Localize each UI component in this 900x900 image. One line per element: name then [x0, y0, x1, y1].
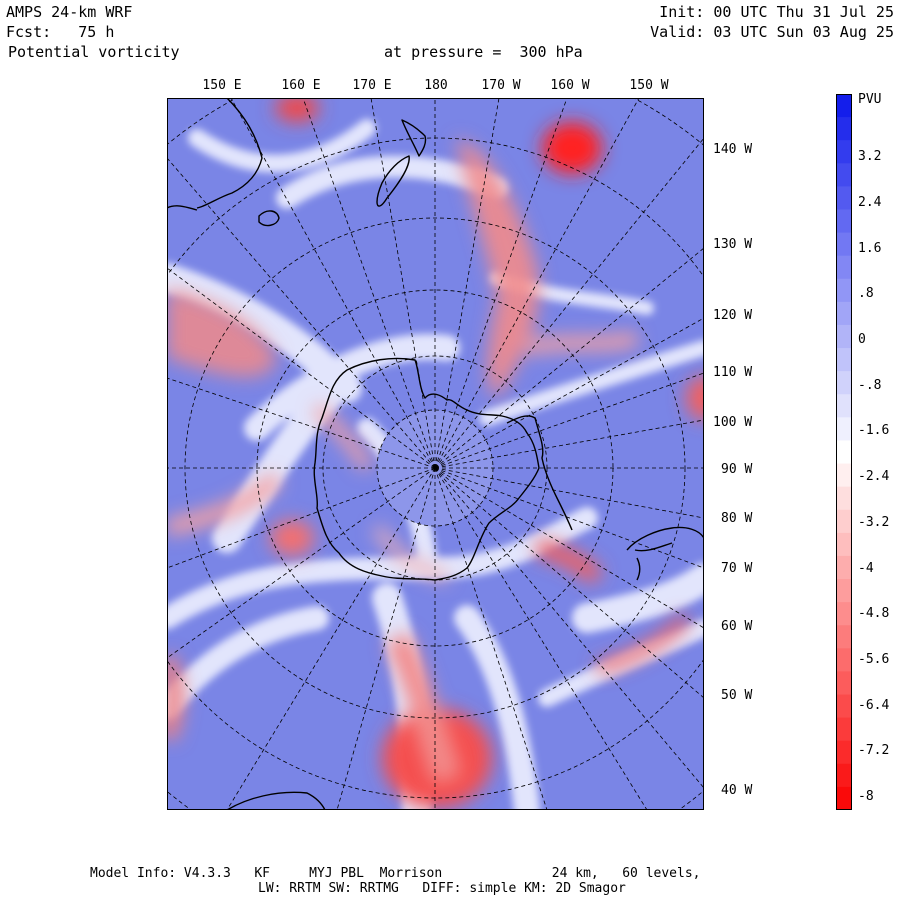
colorbar-tick-label: -5.6	[858, 652, 890, 667]
lon-label: 40 W	[721, 783, 753, 798]
model-info-line1: Model Info: V4.3.3 KF MYJ PBL Morrison 2…	[90, 866, 701, 881]
forecast-hour: Fcst: 75 h	[6, 23, 115, 41]
colorbar-cell	[836, 602, 852, 626]
colorbar-cell	[836, 740, 852, 765]
south-america-coast	[626, 526, 704, 581]
colorbar-tick-label: 1.6	[858, 241, 882, 256]
antarctica-coast	[313, 357, 540, 581]
colorbar-cell	[836, 717, 852, 742]
colorbar-cell	[836, 324, 852, 349]
colorbar-cell	[836, 371, 852, 395]
colorbar-cell	[836, 463, 852, 488]
colorbar-cell	[836, 186, 852, 210]
colorbar-tick-label: -7.2	[858, 743, 890, 758]
colorbar-cell	[836, 94, 852, 118]
colorbar-tick-label: -6.4	[858, 698, 890, 713]
colorbar-cell	[836, 763, 852, 788]
graticule-meridians	[167, 98, 704, 810]
lon-label: 150 E	[202, 78, 242, 93]
lon-label: 50 W	[721, 688, 753, 703]
colorbar-cell	[836, 786, 852, 810]
model-info-line2: LW: RRTM SW: RRTMG DIFF: simple KM: 2D S…	[258, 881, 626, 896]
colorbar-cell	[836, 486, 852, 511]
colorbar-tick-label: -8	[858, 789, 874, 804]
colorbar-cell	[836, 301, 852, 326]
new-zealand-north	[401, 119, 427, 157]
colorbar-cell	[836, 255, 852, 280]
lon-label: 90 W	[721, 462, 753, 477]
colorbar-tick-label: -4.8	[858, 606, 890, 621]
init-time: Init: 00 UTC Thu 31 Jul 25	[659, 3, 894, 21]
tasmania	[258, 210, 280, 227]
colorbar-cell	[836, 163, 852, 187]
colorbar-cell	[836, 648, 852, 672]
valid-time: Valid: 03 UTC Sun 03 Aug 25	[650, 23, 894, 41]
lon-label: 170 E	[352, 78, 392, 93]
pv-red-features	[167, 98, 704, 808]
model-title: AMPS 24-km WRF	[6, 3, 133, 21]
colorbar-tick-label: .8	[858, 286, 874, 301]
colorbar-tick-label: 0	[858, 332, 866, 347]
pv-map	[167, 98, 704, 810]
coastlines	[167, 98, 704, 810]
pv-colorbar	[836, 94, 852, 810]
colorbar-tick-label: -4	[858, 561, 874, 576]
lon-label: 100 W	[713, 415, 753, 430]
lon-label: 160 E	[281, 78, 321, 93]
new-zealand-south	[376, 155, 410, 207]
colorbar-tick-label: -2.4	[858, 469, 890, 484]
lon-label: 60 W	[721, 619, 753, 634]
colorbar-cell	[836, 625, 852, 649]
colorbar-cell	[836, 579, 852, 603]
colorbar-cell	[836, 555, 852, 580]
colorbar-cell	[836, 232, 852, 257]
antarctic-peninsula	[506, 415, 573, 531]
colorbar-cell	[836, 394, 852, 418]
colorbar-cell	[836, 140, 852, 164]
lon-label: 120 W	[713, 308, 753, 323]
lon-label: 130 W	[713, 237, 753, 252]
pressure-level: at pressure = 300 hPa	[384, 43, 583, 61]
colorbar-cell	[836, 209, 852, 234]
colorbar-tick-label: 2.4	[858, 195, 882, 210]
colorbar-unit: PVU	[858, 92, 882, 107]
colorbar-tick-label: -1.6	[858, 423, 890, 438]
lon-label: 80 W	[721, 511, 753, 526]
lon-label: 140 W	[713, 142, 753, 157]
lon-label: 150 W	[629, 78, 669, 93]
colorbar-tick-label: 3.2	[858, 149, 882, 164]
lon-label: 110 W	[713, 365, 753, 380]
colorbar-tick-label: -.8	[858, 378, 882, 393]
lon-label: 170 W	[481, 78, 521, 93]
colorbar-cell	[836, 348, 852, 372]
colorbar-cell	[836, 509, 852, 534]
lon-label: 70 W	[721, 561, 753, 576]
colorbar-cell	[836, 117, 852, 141]
field-name: Potential vorticity	[8, 43, 180, 61]
colorbar-tick-label: -3.2	[858, 515, 890, 530]
colorbar-cell	[836, 694, 852, 719]
colorbar-cell	[836, 278, 852, 303]
lon-label: 180	[424, 78, 448, 93]
colorbar-cell	[836, 440, 852, 465]
lon-label: 160 W	[550, 78, 590, 93]
australia-coast	[167, 98, 263, 211]
colorbar-cell	[836, 417, 852, 441]
colorbar-cell	[836, 671, 852, 696]
southern-africa	[226, 791, 326, 810]
colorbar-cell	[836, 532, 852, 557]
